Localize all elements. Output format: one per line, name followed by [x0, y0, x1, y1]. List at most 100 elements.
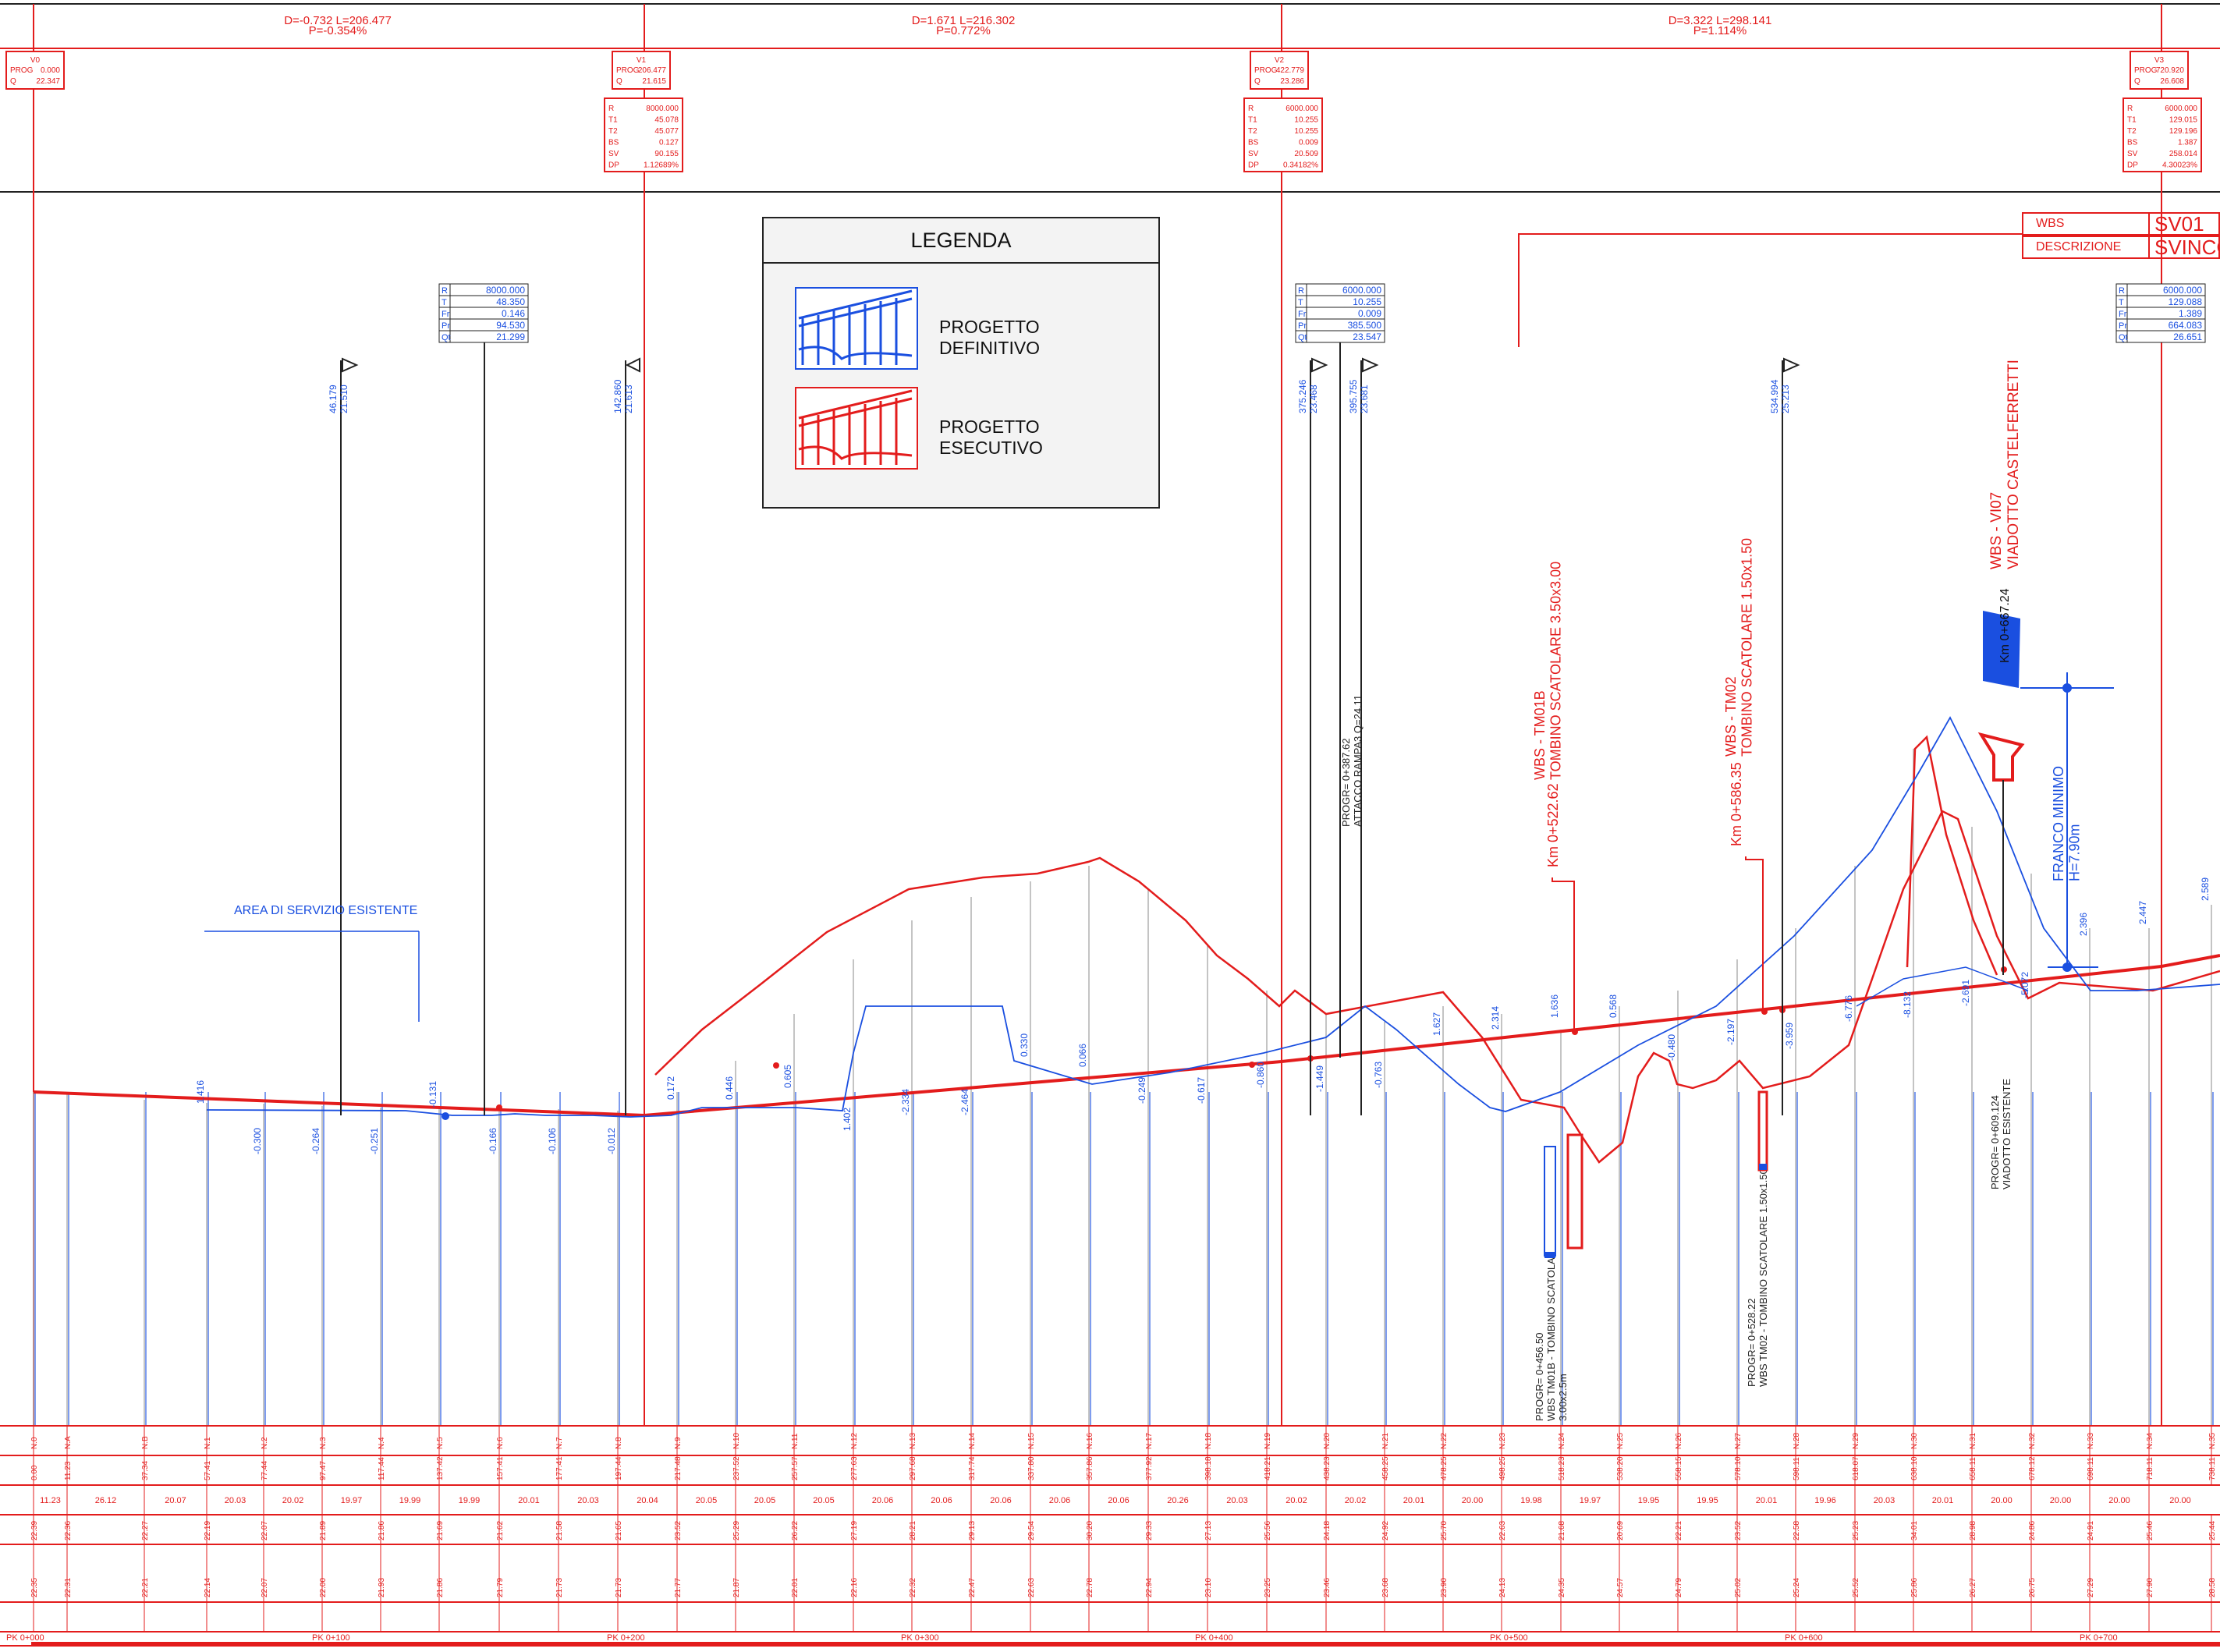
marker-triangle-icon: [1311, 357, 1328, 373]
section-q-proj: 21.58: [555, 1521, 564, 1540]
curve-box-key: Pr: [1298, 321, 1307, 331]
vct-value: 129.015: [2169, 116, 2198, 125]
section-progr: 398.18: [1204, 1456, 1213, 1480]
section-diff-value: 1.402: [842, 1108, 853, 1131]
section-q-terrain-line: 22.07: [261, 1578, 269, 1597]
vertex-name-line: V0: [30, 56, 41, 65]
section-q-terrain-line: 24.79: [1675, 1578, 1683, 1597]
section-q-terrain-line: 26.27: [1969, 1578, 1977, 1597]
section-progr-line: 77.44: [261, 1461, 269, 1480]
vertical-curve-table: [1243, 97, 1323, 172]
vct-value-line: 1.12689%: [644, 161, 679, 170]
section-q-terrain: 24.79: [1675, 1578, 1683, 1597]
section-name: N.22: [1440, 1432, 1449, 1449]
section-q-terrain: 21.93: [378, 1578, 386, 1597]
vct-key: DP: [2127, 161, 2138, 170]
vertex-q-value: 22.347: [36, 77, 60, 86]
vct-key-line: T2: [608, 127, 618, 136]
section-progr-line: 57.41: [204, 1461, 212, 1480]
section-diff-value-line: -0.300: [252, 1128, 263, 1154]
vi07-title: WBS - VI07VIADOTTO CASTELFERRETTI: [1988, 360, 2022, 569]
legend-swatch-blue-icon: [795, 287, 918, 370]
section-progr: 598.11: [1793, 1457, 1801, 1480]
section-q-terrain: 22.78: [1086, 1578, 1094, 1597]
section-diff-value: 0.568: [1608, 994, 1619, 1018]
section-distance-line: 20.02: [1345, 1496, 1367, 1505]
section-diff-value: -6.776: [1843, 995, 1854, 1022]
section-progr-line: 0.00: [30, 1465, 39, 1480]
section-distance: 20.00: [2050, 1496, 2072, 1505]
section-progr-line: 177.41: [555, 1456, 564, 1480]
legend-label-esecutivo: PROGETTO ESECUTIVO: [939, 417, 1043, 458]
section-diff-value-line: 2.396: [2078, 913, 2089, 936]
pk-label: PK 0+500: [1490, 1633, 1528, 1643]
marker-label-line: 21.613: [623, 385, 634, 413]
section-distance-line: 19.95: [1638, 1496, 1660, 1505]
section-diff-value: 2.314: [1490, 1006, 1501, 1030]
section-progr: 297.68: [909, 1456, 917, 1480]
section-diff-value: -3.959: [1784, 1023, 1795, 1049]
vi07-title-line: WBS - VI07: [1988, 492, 2005, 569]
section-name: N.13: [909, 1432, 917, 1449]
section-name: N.5: [436, 1437, 445, 1449]
section-name-line: N.10: [732, 1432, 741, 1449]
section-name: N.24: [1558, 1432, 1566, 1449]
curve-box-key: T: [442, 298, 447, 307]
section-diff-value: 0.330: [1019, 1033, 1030, 1057]
section-distance-line: 20.02: [282, 1496, 304, 1505]
vct-value-line: 258.014: [2169, 150, 2198, 158]
curve-box-key-line: Fr: [1298, 310, 1307, 319]
area-servizio-label: AREA DI SERVIZIO ESISTENTE: [234, 904, 417, 917]
section-diff-value: -0.106: [547, 1128, 558, 1154]
vct-key: R: [1248, 105, 1254, 113]
vct-key-line: SV: [1248, 150, 1259, 158]
section-progr-line: 237.52: [732, 1456, 741, 1480]
section-diff-value-line: -3.959: [1784, 1023, 1795, 1049]
vertex-prog-label-line: PROG: [10, 66, 34, 75]
section-diff-value: -8.132: [1902, 991, 1913, 1018]
section-progr-line: 538.20: [1616, 1456, 1625, 1480]
segment-slope-line: P=-0.354%: [309, 24, 367, 37]
section-name: N.34: [2146, 1432, 2154, 1449]
section-q-proj: 25.46: [2146, 1521, 2154, 1540]
section-diff-value-line: -0.249: [1137, 1077, 1147, 1104]
section-q-proj-line: 27.13: [1204, 1521, 1213, 1540]
vct-key: DP: [608, 161, 619, 170]
segment-slope: P=-0.354%: [309, 24, 367, 37]
section-distance-line: 20.06: [990, 1496, 1012, 1505]
grade-point-marker: [773, 1062, 779, 1069]
vct-key: T2: [2127, 127, 2137, 136]
curve-box-value-line: 8000.000: [486, 285, 525, 296]
vct-value-line: 6000.000: [1286, 105, 1318, 113]
section-q-proj: 22.19: [204, 1521, 212, 1540]
vertex-box: [612, 51, 671, 90]
progr-tm02-label-line: WBS TM02 - TOMBINO SCATOLARE 1.50x1.50: [1757, 1168, 1769, 1387]
section-name-line: N.20: [1323, 1432, 1332, 1449]
segment-slope-line: P=0.772%: [936, 24, 991, 37]
pk-label: PK 0+400: [1195, 1633, 1233, 1643]
section-distance-line: 20.06: [931, 1496, 952, 1505]
section-q-terrain-line: 21.73: [555, 1578, 564, 1597]
section-name-line: N.13: [909, 1432, 917, 1449]
curve-box-value-line: 94.530: [496, 320, 525, 331]
marker-triangle-icon: [1783, 357, 1800, 373]
vertex-name: V3: [2154, 56, 2165, 65]
vct-value-line: 0.34182%: [1283, 161, 1318, 170]
segment-slope: P=1.114%: [1693, 24, 1747, 37]
section-name-line: N.34: [2146, 1432, 2154, 1449]
pk-label: PK 0+300: [901, 1633, 939, 1643]
vertex-prog-label: PROG: [1254, 66, 1278, 75]
section-q-terrain: 22.32: [909, 1578, 917, 1597]
section-q-terrain-line: 22.01: [791, 1578, 800, 1597]
section-distance-line: 20.07: [165, 1496, 186, 1505]
section-q-terrain-line: 21.79: [496, 1578, 505, 1597]
section-q-proj-line: 28.21: [909, 1521, 917, 1540]
section-progr-line: 698.11: [2087, 1457, 2095, 1480]
section-diff-value-line: -0.251: [369, 1128, 380, 1154]
section-name-line: N.35: [2208, 1432, 2217, 1449]
vertex-name: V2: [1275, 56, 1285, 65]
curve-box-key: R: [442, 286, 448, 296]
section-q-terrain: 22.35: [30, 1578, 39, 1597]
section-q-proj: 21.65: [615, 1521, 623, 1540]
vct-key: T1: [608, 116, 618, 125]
